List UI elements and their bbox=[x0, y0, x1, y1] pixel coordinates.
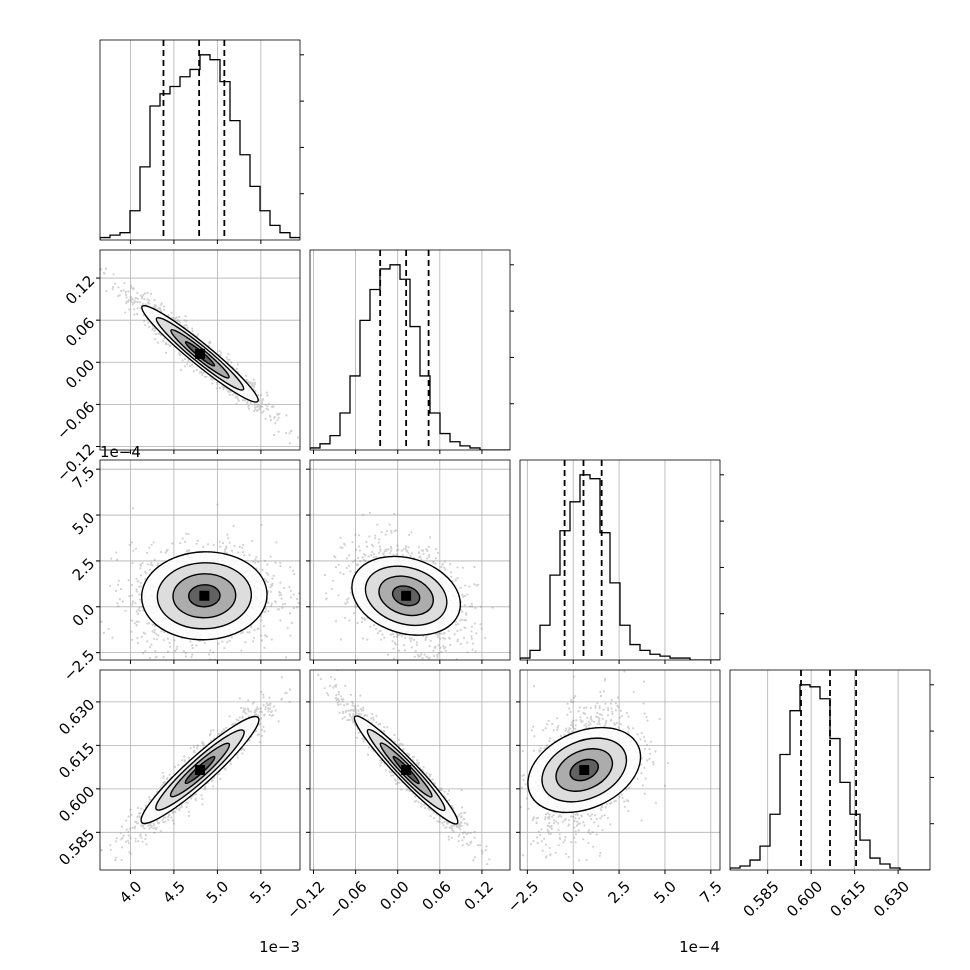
panel-background bbox=[520, 460, 720, 660]
contour-line bbox=[527, 726, 642, 814]
scatter-panel-3-1 bbox=[306, 669, 511, 874]
contour-line bbox=[353, 715, 459, 825]
y-tick-label: 0.600 bbox=[55, 782, 98, 825]
x-tick-label: 0.06 bbox=[418, 877, 454, 913]
panel-content bbox=[520, 670, 670, 870]
y-tick-label: 0.0 bbox=[69, 600, 99, 630]
panel-frame bbox=[99, 249, 301, 451]
panel-content bbox=[100, 676, 292, 862]
density-peak bbox=[195, 348, 205, 359]
x-tick-label: −0.12 bbox=[283, 877, 328, 922]
contour-line bbox=[541, 737, 628, 803]
x-axis-labels-3: 0.585 0.600 0.615 0.630 bbox=[740, 877, 914, 920]
panel-frame bbox=[99, 669, 301, 871]
y-tick-label: −0.06 bbox=[53, 398, 98, 443]
x-axis-labels-0: 4.0 4.5 5.0 5.5 1e−3 bbox=[116, 877, 300, 956]
y-axis-labels-1: −0.12−0.060.000.060.12 bbox=[53, 272, 98, 486]
x-axis-labels-1: −0.12−0.06 0.00 0.06 0.12 bbox=[283, 877, 497, 922]
contour-line bbox=[364, 565, 448, 627]
panel-frame bbox=[309, 249, 511, 451]
histogram-panel-3 bbox=[729, 669, 934, 874]
contour-line bbox=[569, 758, 599, 782]
x-tick-label: 0.0 bbox=[559, 877, 589, 907]
x-axis-labels-2: −2.5 0.0 2.5 5.0 7.5 1e−4 bbox=[504, 877, 726, 956]
scatter-panel-1-0 bbox=[96, 249, 301, 454]
contour-line bbox=[555, 748, 614, 792]
x-tick-label: 0.12 bbox=[461, 877, 497, 913]
density-peak bbox=[401, 590, 412, 601]
x-tick-label: 4.5 bbox=[159, 877, 189, 907]
contour-line bbox=[169, 742, 231, 798]
x-tick-label: −0.06 bbox=[325, 877, 370, 922]
contour-line bbox=[391, 585, 421, 607]
x-tick-label: 0.615 bbox=[827, 877, 870, 920]
panel-frame bbox=[519, 459, 721, 661]
contour-line bbox=[156, 562, 253, 630]
x-offset-label: 1e−4 bbox=[679, 938, 720, 956]
histogram-step-line bbox=[100, 54, 300, 240]
y-tick-label: 0.12 bbox=[62, 272, 98, 308]
y-tick-label: 0.585 bbox=[55, 826, 98, 869]
x-tick-label: 5.0 bbox=[203, 877, 233, 907]
panel-frame bbox=[309, 669, 511, 871]
panel-frame bbox=[519, 669, 721, 871]
x-tick-label: 0.630 bbox=[870, 877, 913, 920]
histogram-panel-1 bbox=[309, 249, 514, 454]
contour-line bbox=[155, 317, 245, 391]
panel-frame bbox=[99, 39, 301, 241]
contour-line bbox=[366, 728, 446, 812]
x-tick-label: 0.585 bbox=[740, 877, 783, 920]
y-offset-label: 1e−4 bbox=[100, 443, 141, 461]
x-tick-label: 7.5 bbox=[696, 877, 726, 907]
contour-line bbox=[141, 304, 259, 403]
panel-content bbox=[310, 670, 491, 866]
histogram-panel-0 bbox=[99, 39, 304, 244]
density-peak bbox=[579, 765, 590, 775]
histogram-step-line bbox=[520, 474, 720, 660]
histogram-step-line bbox=[310, 264, 510, 450]
x-tick-label: −2.5 bbox=[504, 877, 542, 915]
density-peak bbox=[199, 590, 210, 601]
x-offset-label: 1e−3 bbox=[259, 938, 300, 956]
x-tick-label: 2.5 bbox=[604, 877, 634, 907]
histogram-step-line bbox=[730, 684, 930, 870]
y-tick-label: −2.5 bbox=[60, 646, 98, 684]
scatter-panel-2-1 bbox=[306, 459, 511, 664]
panel-frame bbox=[729, 669, 931, 871]
density-peak bbox=[195, 765, 205, 775]
x-tick-label: 0.00 bbox=[376, 877, 412, 913]
x-tick-label: 5.0 bbox=[650, 877, 680, 907]
contour-line bbox=[155, 729, 245, 811]
contour-line bbox=[140, 551, 268, 641]
x-tick-label: 4.0 bbox=[116, 877, 146, 907]
contour-line bbox=[172, 573, 237, 619]
panel-content bbox=[100, 503, 300, 660]
y-tick-label: 0.00 bbox=[62, 356, 98, 392]
contour-line bbox=[351, 555, 462, 636]
y-tick-label: 0.630 bbox=[55, 696, 98, 739]
histogram-panel-2 bbox=[519, 459, 724, 664]
panel-content bbox=[323, 511, 494, 660]
y-tick-label: 0.06 bbox=[62, 314, 98, 350]
x-tick-label: 0.600 bbox=[783, 877, 826, 920]
y-tick-label: 2.5 bbox=[69, 555, 99, 585]
panel-frame bbox=[309, 459, 511, 661]
x-tick-label: 5.5 bbox=[246, 877, 276, 907]
contour-line bbox=[187, 584, 221, 608]
y-tick-label: 0.615 bbox=[55, 739, 98, 782]
scatter-panel-3-0 bbox=[96, 669, 301, 874]
scatter-panel-3-2 bbox=[516, 669, 721, 874]
panel-frame bbox=[99, 459, 301, 661]
contour-line bbox=[378, 575, 434, 617]
panel-content bbox=[100, 267, 300, 445]
density-peak bbox=[401, 765, 412, 775]
scatter-panel-2-0 bbox=[96, 459, 301, 664]
y-tick-label: 5.0 bbox=[69, 509, 99, 539]
contour-line bbox=[140, 715, 260, 825]
